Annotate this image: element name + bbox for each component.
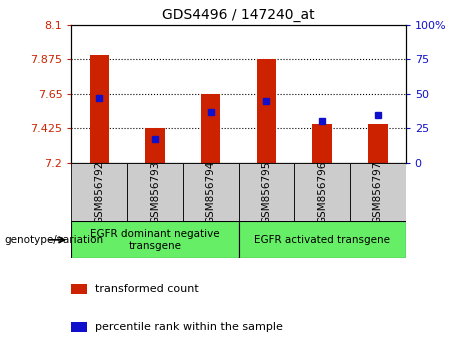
Bar <box>127 163 183 221</box>
Text: GSM856792: GSM856792 <box>95 160 104 224</box>
Text: GSM856796: GSM856796 <box>317 160 327 224</box>
Bar <box>201 94 220 163</box>
Text: transformed count: transformed count <box>95 284 199 294</box>
Bar <box>71 284 88 295</box>
Text: EGFR activated transgene: EGFR activated transgene <box>254 235 390 245</box>
Text: GSM856795: GSM856795 <box>261 160 272 224</box>
Text: GSM856793: GSM856793 <box>150 160 160 224</box>
Text: percentile rank within the sample: percentile rank within the sample <box>95 322 283 332</box>
Title: GDS4496 / 147240_at: GDS4496 / 147240_at <box>162 8 315 22</box>
Text: GSM856794: GSM856794 <box>206 160 216 224</box>
Bar <box>71 163 127 221</box>
Bar <box>350 163 406 221</box>
Text: GSM856797: GSM856797 <box>373 160 383 224</box>
Text: genotype/variation: genotype/variation <box>5 235 104 245</box>
Bar <box>368 125 388 163</box>
Bar <box>294 163 350 221</box>
Bar <box>145 128 165 163</box>
Bar <box>71 221 239 258</box>
Bar <box>313 125 332 163</box>
Text: EGFR dominant negative
transgene: EGFR dominant negative transgene <box>90 229 220 251</box>
Bar <box>89 56 109 163</box>
Bar <box>257 59 276 163</box>
Bar <box>239 221 406 258</box>
Bar <box>71 321 88 332</box>
Bar <box>183 163 238 221</box>
Bar <box>239 163 294 221</box>
